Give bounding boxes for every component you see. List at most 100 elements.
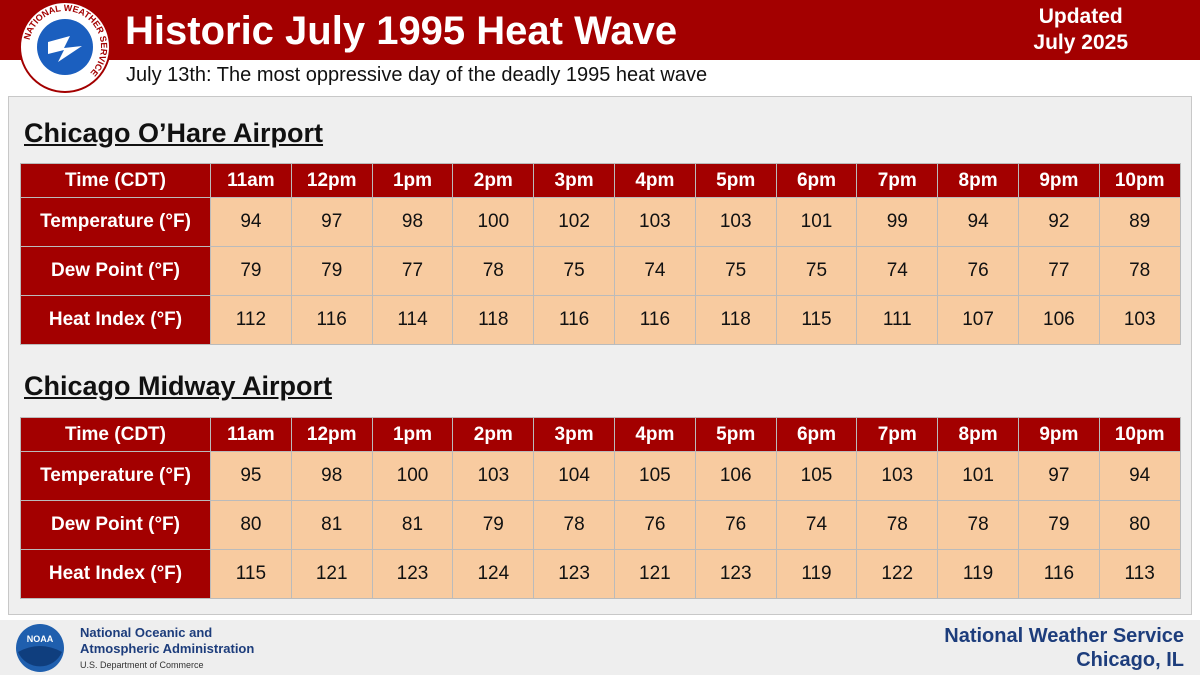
updated: Updated July 2025 (1033, 4, 1128, 56)
cell: 78 (533, 500, 615, 550)
nws-logo: NATIONAL WEATHER SERVICE (19, 1, 111, 93)
column-header: 10pm (1098, 163, 1181, 198)
table-title: Chicago Midway Airport (24, 371, 333, 401)
column-header: 8pm (937, 163, 1019, 198)
column-header: 12pm (290, 163, 373, 198)
cell: 79 (290, 246, 373, 296)
agency: National Oceanic and Atmospheric Adminis… (80, 625, 254, 673)
column-header: 12pm (290, 417, 373, 452)
column-header: 6pm (775, 163, 858, 198)
cell: 114 (371, 295, 454, 345)
data-table: Time (CDT) 11am 12pm 1pm 2pm 3pm 4pm 5pm 6pm 7pm 8… (20, 417, 1181, 599)
office: National Weather Service Chicago, IL (944, 624, 1184, 672)
cell: 79 (210, 246, 292, 296)
cell: 115 (775, 295, 858, 345)
cell: 103 (694, 197, 777, 247)
office-line: National Weather Service (944, 625, 1184, 647)
data-row: Temperature (°F) 95 98 100 103 104 105 106 105 10… (20, 451, 1181, 501)
cell: 104 (533, 451, 615, 501)
cell: 124 (452, 549, 535, 599)
cell: 74 (775, 500, 858, 550)
cell: 119 (775, 549, 858, 599)
cell: 113 (1098, 549, 1181, 599)
agency-line: National Oceanic and (80, 625, 213, 640)
column-header: Time (CDT) (20, 163, 211, 198)
cell: 79 (452, 500, 535, 550)
data-table: Time (CDT) 11am 12pm 1pm 2pm 3pm 4pm 5pm 6pm 7pm 8… (20, 163, 1181, 345)
office-line: Chicago, IL (1076, 649, 1184, 671)
cell: 94 (1098, 451, 1181, 501)
cell: 116 (1017, 549, 1100, 599)
column-header: 7pm (856, 417, 939, 452)
cell: 78 (856, 500, 939, 550)
noaa-logo-text: NOAA (27, 634, 54, 644)
cell: 105 (775, 451, 858, 501)
cell: 81 (290, 500, 373, 550)
data-row: Dew Point (°F) 80 81 81 79 78 76 76 74 78 78 79 80 (20, 500, 1181, 550)
column-header: 7pm (856, 163, 939, 198)
footer: NOAA National Oceanic and Atmospheric Ad… (0, 620, 1200, 675)
column-header: 5pm (694, 417, 777, 452)
cell: 101 (937, 451, 1019, 501)
cell: 116 (613, 295, 696, 345)
column-header: 2pm (452, 417, 535, 452)
column-header: 3pm (533, 417, 615, 452)
header-row: Time (CDT) 11am 12pm 1pm 2pm 3pm 4pm 5pm 6pm 7pm 8… (20, 163, 1181, 198)
cell: 95 (210, 451, 292, 501)
cell: 112 (210, 295, 292, 345)
cell: 94 (210, 197, 292, 247)
agency-line: Atmospheric Administration (80, 641, 255, 656)
row-label: Temperature (°F) (20, 451, 211, 501)
cell: 103 (452, 451, 535, 501)
header-band (0, 0, 1200, 60)
row-label: Dew Point (°F) (20, 246, 211, 296)
cell: 122 (856, 549, 939, 599)
data-row: Heat Index (°F) 115 121 123 124 123 121 123 119 1… (20, 549, 1181, 599)
cell: 118 (452, 295, 535, 345)
cell: 97 (1017, 451, 1100, 501)
cell: 106 (1017, 295, 1100, 345)
cell: 77 (371, 246, 454, 296)
cell: 118 (694, 295, 777, 345)
updated-line: Updated (1038, 5, 1123, 28)
cell: 78 (1098, 246, 1181, 296)
cell: 105 (613, 451, 696, 501)
column-header: 9pm (1017, 163, 1100, 198)
cell: 121 (613, 549, 696, 599)
cell: 75 (694, 246, 777, 296)
title: Historic July 1995 Heat Wave (125, 9, 678, 53)
cell: 100 (371, 451, 454, 501)
column-header: 2pm (452, 163, 535, 198)
cell: 81 (371, 500, 454, 550)
cell: 116 (290, 295, 373, 345)
row-label: Heat Index (°F) (20, 295, 211, 345)
cell: 101 (775, 197, 858, 247)
column-header: 3pm (533, 163, 615, 198)
cell: 94 (937, 197, 1019, 247)
column-header: Time (CDT) (20, 417, 211, 452)
column-header: 4pm (613, 163, 696, 198)
table-title: Chicago O’Hare Airport (24, 118, 324, 148)
row-label: Heat Index (°F) (20, 549, 211, 599)
cell: 119 (937, 549, 1019, 599)
row-label: Temperature (°F) (20, 197, 211, 247)
cell: 123 (533, 549, 615, 599)
cell: 75 (533, 246, 615, 296)
column-header: 5pm (694, 163, 777, 198)
data-row: Heat Index (°F) 112 116 114 118 116 116 118 115 1… (20, 295, 1181, 345)
column-header: 1pm (371, 163, 454, 198)
cell: 103 (613, 197, 696, 247)
cell: 80 (210, 500, 292, 550)
cell: 76 (937, 246, 1019, 296)
cell: 123 (371, 549, 454, 599)
cell: 78 (937, 500, 1019, 550)
noaa-logo: NOAA (16, 624, 64, 672)
cell: 103 (1098, 295, 1181, 345)
cell: 123 (694, 549, 777, 599)
cell: 116 (533, 295, 615, 345)
column-header: 8pm (937, 417, 1019, 452)
data-row: Temperature (°F) 94 97 98 100 102 103 103 101 99 9… (20, 197, 1181, 247)
cell: 97 (290, 197, 373, 247)
column-header: 4pm (613, 417, 696, 452)
